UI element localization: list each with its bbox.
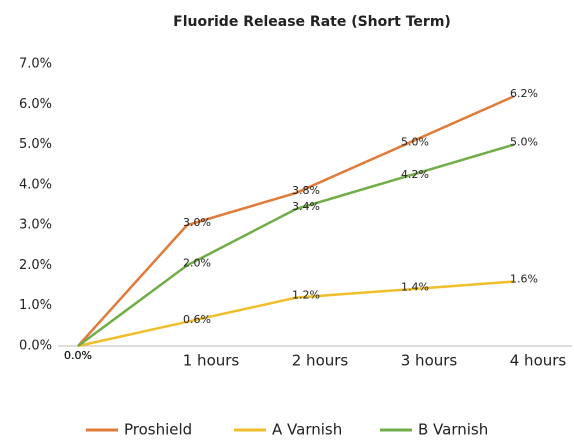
chart-title: Fluoride Release Rate (Short Term): [173, 14, 451, 30]
data-label: 3.8%: [292, 184, 320, 197]
y-tick-label: 2.0%: [19, 258, 52, 273]
data-label: 6.2%: [510, 87, 538, 100]
y-tick-label: 6.0%: [19, 97, 52, 112]
legend-label: B Varnish: [418, 421, 488, 439]
data-label: 4.2%: [401, 168, 429, 181]
y-tick-label: 0.0%: [19, 339, 52, 354]
data-label: 3.4%: [292, 200, 320, 213]
data-label: 1.2%: [292, 289, 320, 302]
data-label: 5.0%: [401, 136, 429, 149]
data-label: 5.0%: [510, 136, 538, 149]
y-tick-label: 5.0%: [19, 137, 52, 152]
series-line: [77, 143, 515, 348]
data-label: 0.0%: [64, 349, 92, 362]
legend-label: Proshield: [124, 421, 192, 439]
data-label: 2.0%: [183, 256, 211, 269]
x-tick-label: 1 hours: [183, 352, 240, 370]
data-label: 0.6%: [183, 313, 211, 326]
data-label: 1.4%: [401, 281, 429, 294]
y-tick-label: 3.0%: [19, 218, 52, 233]
y-tick-label: 7.0%: [19, 57, 52, 72]
series-line: [77, 280, 515, 348]
data-label: 0.0%: [64, 349, 92, 362]
x-tick-label: 4 hours: [510, 352, 567, 370]
data-label: 1.6%: [510, 273, 538, 286]
data-label: 3.0%: [183, 216, 211, 229]
x-tick-label: 3 hours: [401, 352, 458, 370]
legend-label: A Varnish: [272, 421, 342, 439]
y-tick-label: 1.0%: [19, 298, 52, 313]
series-line: [77, 95, 515, 347]
x-tick-label: 2 hours: [292, 352, 349, 370]
data-label: 0.0%: [64, 349, 92, 362]
y-tick-label: 4.0%: [19, 177, 52, 192]
